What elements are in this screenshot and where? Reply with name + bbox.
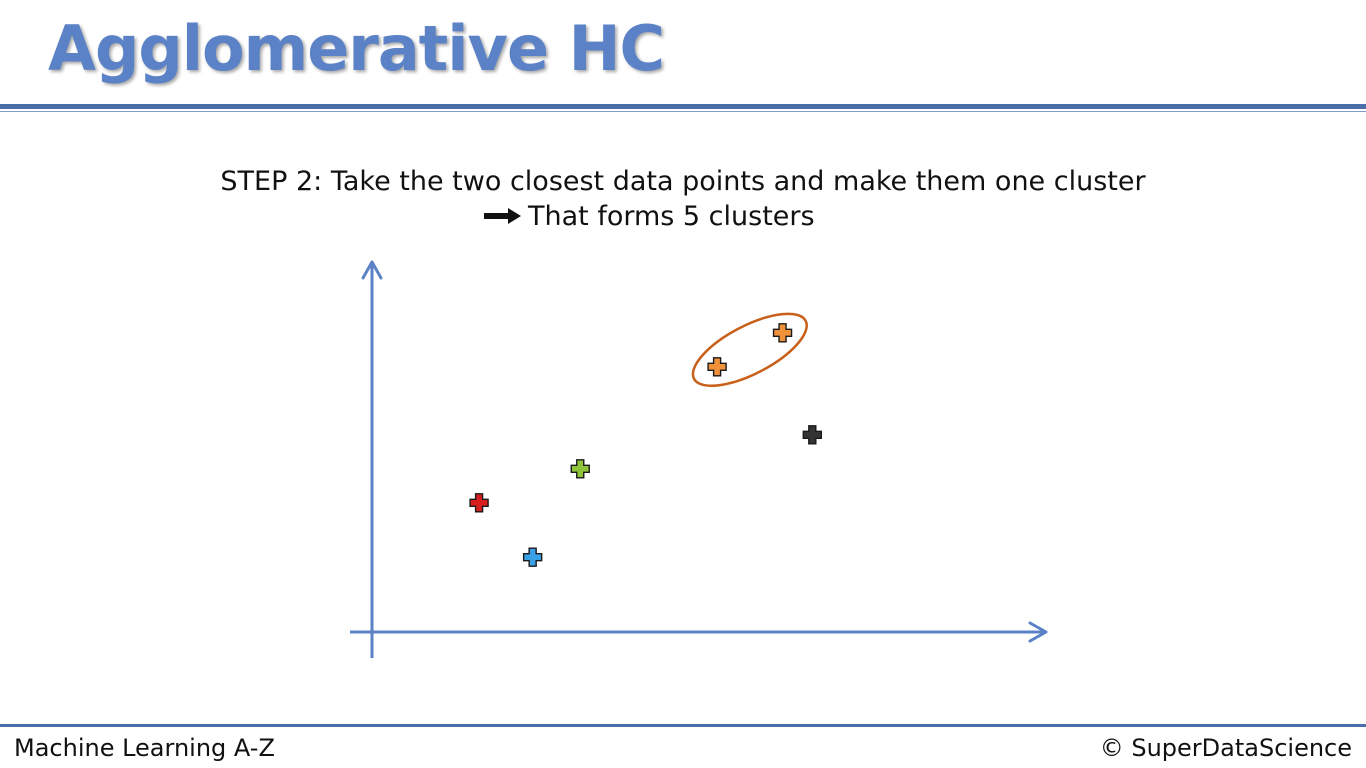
- data-point-orange-a: [707, 357, 727, 377]
- slide-title: Agglomerative HC: [48, 12, 665, 85]
- data-point-red: [469, 493, 489, 513]
- data-point-blue: [522, 547, 543, 567]
- data-point-green: [570, 459, 590, 479]
- data-point-black: [802, 425, 822, 445]
- step-description: STEP 2: Take the two closest data points…: [0, 166, 1366, 197]
- result-text: That forms 5 clusters: [528, 201, 815, 232]
- data-points: [469, 323, 822, 567]
- title-divider-thin: [0, 111, 1366, 112]
- x-axis-arrowhead: [1028, 621, 1048, 643]
- y-axis-arrowhead: [361, 260, 383, 280]
- result-line: That forms 5 clusters: [484, 201, 815, 232]
- cluster-outlines: [691, 312, 808, 388]
- course-name: Machine Learning A-Z: [14, 734, 275, 762]
- step-label: STEP 2: [220, 166, 314, 197]
- step-separator: :: [313, 166, 323, 197]
- plot-axes: [350, 260, 1048, 658]
- cluster-outline-1: [691, 312, 808, 388]
- step-text: Take the two closest data points and mak…: [322, 166, 1146, 197]
- right-arrow-icon: [484, 208, 521, 224]
- data-point-orange-b: [772, 323, 793, 343]
- footer-divider: [0, 724, 1366, 727]
- title-divider: [0, 104, 1366, 109]
- copyright: © SuperDataScience: [1099, 734, 1352, 762]
